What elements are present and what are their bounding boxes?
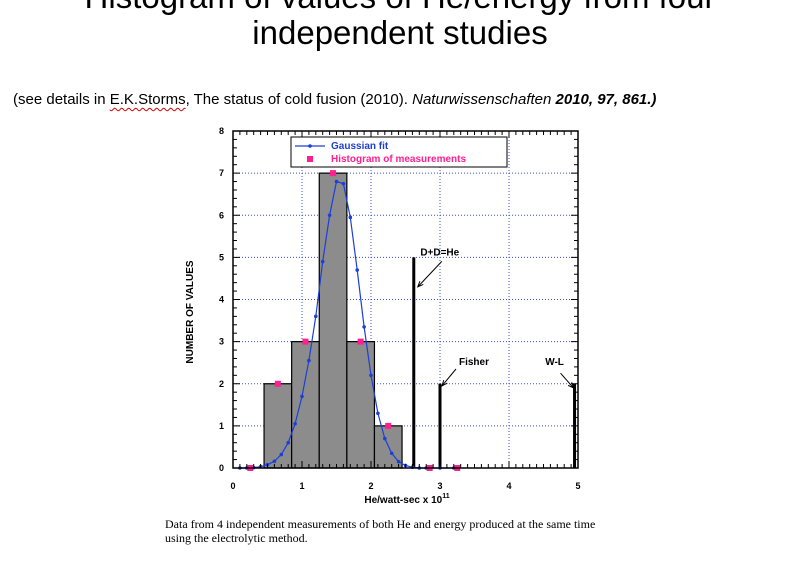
y-tick-label: 7 — [219, 168, 224, 178]
legend-fit-marker — [308, 144, 312, 148]
measurement-point — [358, 339, 364, 345]
gaussian-fit-point — [328, 213, 332, 217]
histogram-bar — [319, 173, 347, 468]
legend-fit-label: Gaussian fit — [331, 141, 389, 152]
gaussian-fit-point — [307, 359, 311, 363]
gaussian-fit-point — [286, 441, 290, 445]
measurement-point — [302, 339, 308, 345]
legend-measurement-marker — [307, 156, 313, 162]
gaussian-fit-point — [321, 260, 325, 264]
y-tick-label: 6 — [219, 210, 224, 220]
gaussian-fit-point — [355, 268, 359, 272]
gaussian-fit-point — [293, 422, 297, 426]
gaussian-fit-point — [273, 459, 277, 463]
gaussian-fit-point — [300, 395, 304, 399]
x-tick-label: 1 — [299, 481, 304, 491]
gaussian-fit-point — [342, 182, 346, 186]
legend: Gaussian fit Histogram of measurements — [291, 137, 507, 167]
x-tick-label: 0 — [230, 481, 235, 491]
reference-label: D+D=He — [420, 247, 459, 258]
y-tick-label: 5 — [219, 252, 224, 262]
gaussian-fit-point — [280, 453, 284, 457]
histogram-bar — [347, 342, 375, 468]
y-tick-label: 3 — [219, 337, 224, 347]
measurement-point — [385, 423, 391, 429]
histogram-bar — [292, 342, 320, 468]
gaussian-fit-point — [314, 315, 318, 319]
measurement-point — [330, 170, 336, 176]
gaussian-fit-point — [369, 374, 373, 378]
x-tick-label: 3 — [437, 481, 442, 491]
y-tick-label: 8 — [219, 126, 224, 136]
y-tick-label: 0 — [219, 463, 224, 473]
x-axis-label-exponent: 11 — [442, 493, 450, 500]
gaussian-fit-point — [397, 460, 401, 464]
gaussian-fit-point — [376, 411, 380, 415]
reference-label: W-L — [545, 357, 564, 368]
figure-caption: Data from 4 independent measurements of … — [165, 517, 765, 545]
caption-line-1: Data from 4 independent measurements of … — [165, 517, 765, 531]
x-tick-label: 2 — [368, 481, 373, 491]
gaussian-fit-point — [349, 216, 353, 220]
caption-line-2: using the electrolytic method. — [165, 531, 765, 545]
y-tick-label: 1 — [219, 421, 224, 431]
gaussian-fit-point — [383, 437, 387, 441]
gaussian-fit-point — [390, 451, 394, 455]
reference-label: Fisher — [459, 357, 489, 368]
y-tick-label: 2 — [219, 379, 224, 389]
legend-measurement-label: Histogram of measurements — [331, 154, 466, 165]
y-axis-label: NUMBER OF VALUES — [185, 260, 196, 363]
gaussian-fit-point — [362, 325, 366, 329]
histogram-bar — [264, 384, 292, 468]
gaussian-fit-point — [335, 180, 339, 184]
x-axis-label: He/watt-sec x 1011 — [364, 493, 449, 506]
x-axis-label-text: He/watt-sec x 10 — [364, 495, 442, 506]
measurement-point — [275, 381, 281, 387]
x-tick-label: 4 — [506, 481, 511, 491]
y-tick-label: 4 — [219, 295, 224, 305]
x-tick-label: 5 — [575, 481, 580, 491]
